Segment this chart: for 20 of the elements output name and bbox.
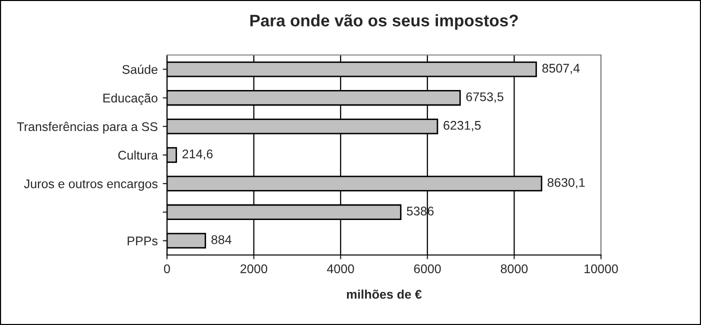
y-tick-label: Juros e outros encargos bbox=[24, 180, 158, 191]
data-label: 6231,5 bbox=[444, 120, 481, 132]
chart-title: Para onde vão os seus impostos? bbox=[250, 14, 518, 30]
data-label: 6753,5 bbox=[466, 92, 504, 103]
x-tick-label: 10000 bbox=[584, 264, 618, 274]
x-tick-label: 6000 bbox=[414, 264, 441, 274]
data-label: 8507,4 bbox=[542, 64, 580, 74]
y-tick-label: Saúde bbox=[122, 64, 158, 74]
x-axis-title: milhões de € bbox=[346, 290, 422, 299]
data-label: 8630,1 bbox=[548, 178, 585, 188]
y-tick-label: Cultura bbox=[118, 150, 158, 160]
y-tick-label: Educação bbox=[103, 93, 158, 106]
x-tick-label: 0 bbox=[164, 264, 170, 274]
x-tick-label: 8000 bbox=[500, 264, 528, 274]
y-tick-label: Transferências para a SS bbox=[16, 122, 158, 134]
data-label: 214,6 bbox=[182, 150, 213, 160]
data-label: 884 bbox=[211, 235, 232, 244]
y-tick-label: PPPs bbox=[128, 236, 158, 246]
x-tick-label: 4000 bbox=[326, 264, 354, 274]
x-tick-label: 2000 bbox=[240, 264, 268, 274]
